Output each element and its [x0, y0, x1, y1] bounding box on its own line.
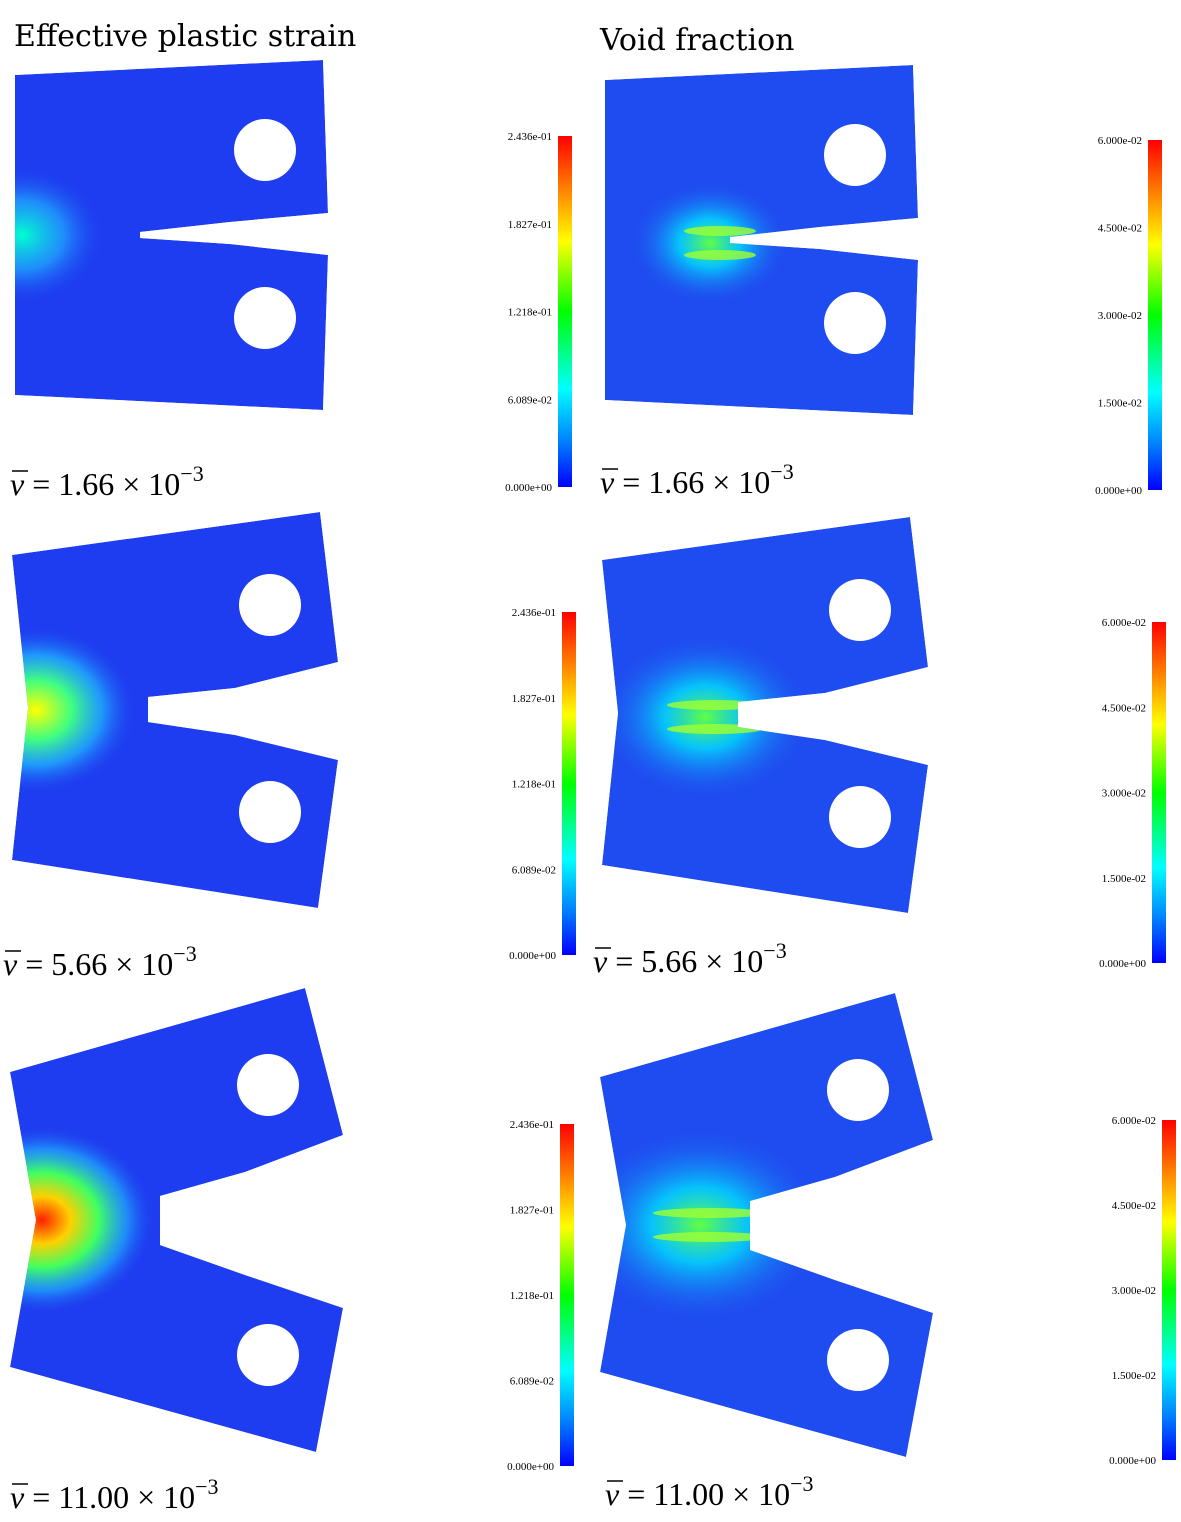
hole — [827, 1329, 889, 1391]
colorbar-label: 1.218e-01 — [512, 779, 556, 791]
void-band — [653, 1232, 767, 1242]
colorbar-label: 6.000e-02 — [1112, 1115, 1156, 1127]
colorbar-label: 1.827e-01 — [512, 693, 556, 705]
caption-exponent: −3 — [763, 938, 786, 963]
colorbar-label: 0.000e+00 — [1109, 1455, 1156, 1467]
specimen — [605, 65, 918, 415]
specimen — [600, 993, 933, 1457]
caption-symbol: v — [3, 946, 18, 982]
colorbar-label: 1.218e-01 — [510, 1290, 554, 1302]
colorbar-label: 3.000e-02 — [1112, 1285, 1156, 1297]
specimen — [602, 517, 928, 913]
void-field — [602, 637, 809, 797]
caption-exponent: −3 — [790, 1471, 813, 1496]
column-title: Effective plastic strain — [14, 19, 356, 54]
caption: v = 1.66 × 10−3 — [10, 461, 204, 502]
colorbar-label: 6.000e-02 — [1102, 617, 1146, 629]
colorbar-label: 1.500e-02 — [1112, 1370, 1156, 1382]
colorbar-label: 0.000e+00 — [509, 950, 556, 962]
colorbar — [1162, 1120, 1176, 1460]
caption: v = 5.66 × 10−3 — [3, 941, 197, 982]
hole — [827, 1059, 889, 1121]
hole — [239, 781, 301, 843]
caption-text: = 1.66 × 10 — [622, 464, 770, 500]
hole — [824, 124, 886, 186]
void-field — [600, 1130, 824, 1320]
hole — [824, 292, 886, 354]
caption-exponent: −3 — [173, 941, 196, 966]
caption-symbol: v — [600, 464, 615, 500]
caption-symbol: v — [605, 1476, 620, 1512]
caption-symbol: v — [10, 466, 25, 502]
specimen — [10, 988, 343, 1452]
colorbar — [562, 612, 576, 955]
void-band — [684, 250, 756, 260]
caption-text: = 11.00 × 10 — [627, 1476, 790, 1512]
specimen — [15, 60, 328, 410]
colorbar-label: 4.500e-02 — [1102, 702, 1146, 714]
caption: v = 11.00 × 10−3 — [605, 1471, 814, 1512]
caption: v = 11.00 × 10−3 — [10, 1474, 219, 1515]
colorbar-label: 1.827e-01 — [508, 219, 552, 231]
hole — [239, 574, 301, 636]
caption: v = 5.66 × 10−3 — [593, 938, 787, 979]
colorbar-label: 6.000e-02 — [1098, 135, 1142, 147]
colorbar — [560, 1124, 574, 1466]
caption-text: = 5.66 × 10 — [615, 943, 763, 979]
hole — [829, 579, 891, 641]
colorbar-label: 4.500e-02 — [1112, 1200, 1156, 1212]
hole — [829, 786, 891, 848]
colorbar-label: 4.500e-02 — [1098, 223, 1142, 235]
caption-text: = 1.66 × 10 — [32, 466, 180, 502]
colorbar-label: 0.000e+00 — [1099, 958, 1146, 970]
void-band — [667, 700, 763, 710]
caption-exponent: −3 — [770, 459, 793, 484]
column-title: Void fraction — [599, 23, 794, 58]
colorbar-label: 0.000e+00 — [1095, 485, 1142, 497]
colorbar-label: 1.500e-02 — [1102, 873, 1146, 885]
colorbar-label: 0.000e+00 — [507, 1461, 554, 1473]
caption-text: = 11.00 × 10 — [32, 1479, 195, 1515]
caption-symbol: v — [10, 1479, 25, 1515]
strain-field — [12, 625, 138, 795]
colorbar-label: 0.000e+00 — [505, 482, 552, 494]
colorbar-label: 6.089e-02 — [512, 864, 556, 876]
colorbar-label: 1.827e-01 — [510, 1205, 554, 1217]
colorbar-label: 1.500e-02 — [1098, 398, 1142, 410]
hole — [237, 1324, 299, 1386]
colorbar-label: 3.000e-02 — [1098, 310, 1142, 322]
colorbar-label: 2.436e-01 — [508, 131, 552, 143]
hole — [237, 1054, 299, 1116]
strain-field — [15, 165, 106, 305]
specimen — [12, 512, 338, 908]
caption-exponent: −3 — [180, 461, 203, 486]
caption-symbol: v — [593, 943, 608, 979]
void-field — [632, 183, 788, 303]
colorbar-label: 6.089e-02 — [508, 394, 552, 406]
colorbar — [558, 136, 572, 487]
colorbar-label: 1.218e-01 — [508, 307, 552, 319]
colorbar-label: 2.436e-01 — [512, 607, 556, 619]
strain-field — [10, 1125, 156, 1315]
void-band — [684, 226, 756, 236]
void-band — [667, 724, 763, 734]
void-band — [653, 1208, 767, 1218]
colorbar — [1152, 622, 1166, 963]
caption-text: = 5.66 × 10 — [25, 946, 173, 982]
hole — [234, 119, 296, 181]
colorbar-label: 6.089e-02 — [510, 1376, 554, 1388]
colorbar — [1148, 140, 1162, 490]
hole — [234, 287, 296, 349]
colorbar-label: 3.000e-02 — [1102, 788, 1146, 800]
caption: v = 1.66 × 10−3 — [600, 459, 794, 500]
colorbar-label: 2.436e-01 — [510, 1119, 554, 1131]
caption-exponent: −3 — [195, 1474, 218, 1499]
